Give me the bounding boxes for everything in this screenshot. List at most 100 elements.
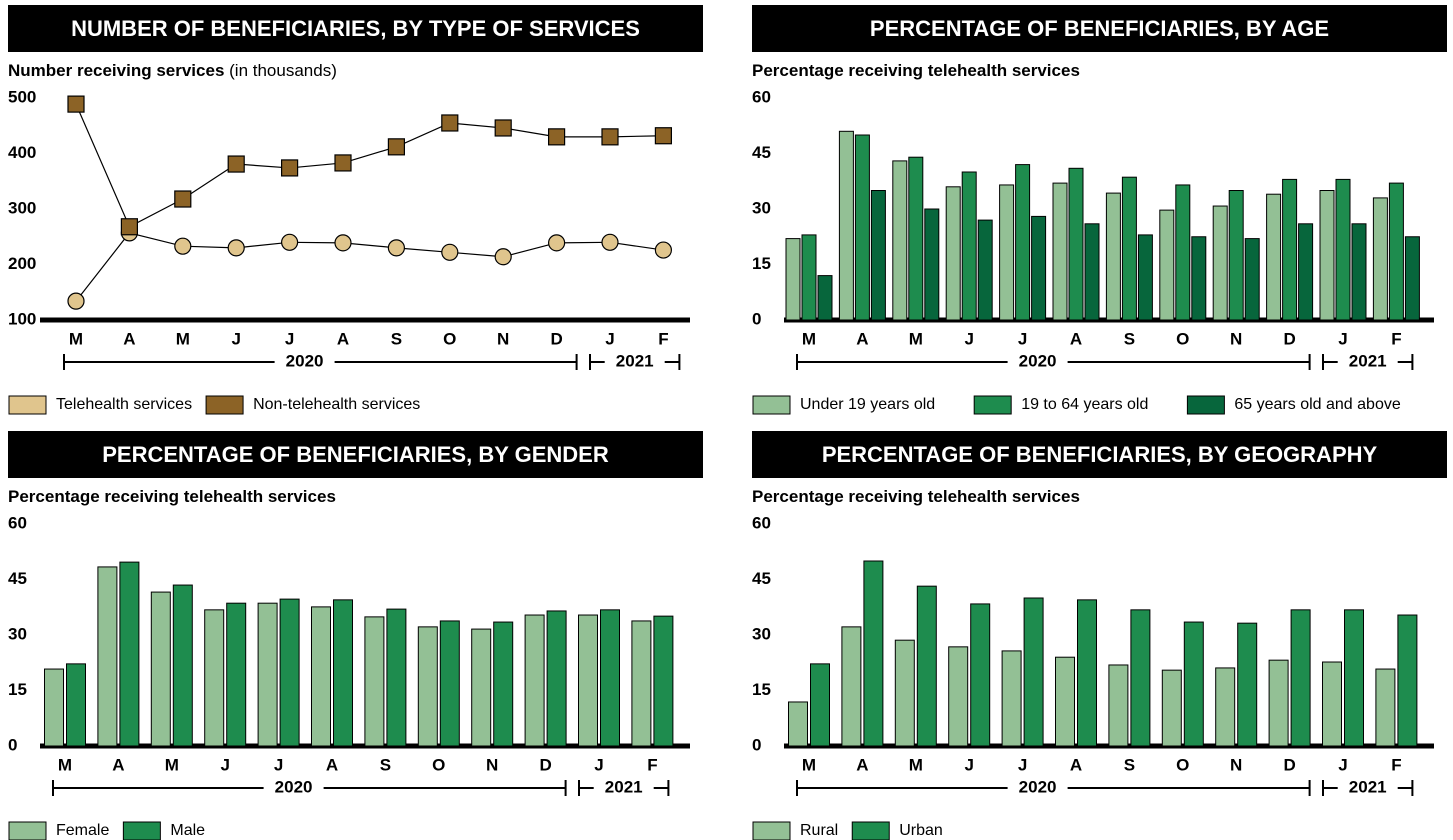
bar	[172, 584, 193, 747]
bar	[600, 609, 620, 747]
bar	[1215, 667, 1236, 747]
y-axis-label: Percentage receiving telehealth services	[8, 487, 336, 506]
year-label: 2020	[1019, 351, 1057, 370]
x-tick-label: J	[964, 329, 973, 348]
bar	[471, 628, 492, 747]
bar	[257, 602, 278, 747]
year-label-bg	[593, 778, 654, 798]
x-tick-label: J	[1338, 755, 1347, 774]
y-tick-label: 60	[752, 513, 771, 532]
bar	[311, 606, 331, 747]
bar	[1137, 234, 1153, 321]
bar	[1031, 215, 1047, 321]
x-tick-label: M	[176, 329, 190, 348]
bar	[1052, 182, 1068, 321]
year-label-bg	[1007, 352, 1068, 372]
x-tick-label: J	[964, 755, 973, 774]
bar	[66, 663, 86, 747]
x-tick-label: F	[647, 755, 657, 774]
year-label: 2021	[605, 777, 643, 796]
x-tick-label: N	[486, 755, 498, 774]
x-tick-label: J	[1018, 755, 1027, 774]
year-label: 2021	[1349, 351, 1387, 370]
bar	[838, 130, 854, 321]
y-tick-label: 30	[752, 624, 771, 643]
title-bar	[752, 5, 1447, 52]
year-label-bg	[1007, 778, 1068, 798]
bar	[1282, 178, 1298, 321]
point	[120, 218, 139, 236]
chart-title: PERCENTAGE OF BENEFICIARIES, BY AGE	[870, 16, 1329, 41]
x-tick-label: M	[58, 755, 72, 774]
bar	[1077, 599, 1097, 747]
point	[441, 243, 459, 261]
x-tick-label: O	[1176, 329, 1189, 348]
bar	[1319, 190, 1335, 321]
x-tick-label: J	[231, 329, 240, 348]
bar	[1001, 650, 1022, 747]
legend-swatch	[8, 395, 47, 415]
legend-label: Urban	[899, 822, 943, 839]
x-tick-label: J	[605, 329, 614, 348]
bar	[1159, 209, 1175, 321]
point	[227, 155, 245, 173]
bar	[1397, 614, 1418, 747]
bar	[894, 639, 915, 747]
y-tick-label: 0	[752, 309, 761, 328]
y-axis-label-main: Percentage receiving telehealth services	[8, 487, 336, 506]
x-tick-label: S	[391, 329, 402, 348]
x-tick-label: D	[550, 329, 562, 348]
x-tick-label: M	[802, 329, 816, 348]
bar	[119, 561, 140, 747]
point	[601, 128, 619, 146]
title-bar	[8, 5, 703, 52]
year-label-bg	[263, 778, 324, 798]
bar	[1023, 597, 1044, 747]
bar	[870, 190, 886, 321]
x-tick-label: O	[432, 755, 445, 774]
bar	[854, 134, 870, 321]
bar	[908, 156, 924, 321]
year-label: 2021	[616, 351, 654, 370]
point	[601, 233, 619, 251]
year-label-bg	[274, 352, 335, 372]
x-tick-label: A	[326, 755, 338, 774]
y-axis-label-main: Percentage receiving telehealth services	[752, 487, 1080, 506]
y-tick-label: 0	[8, 735, 17, 754]
bar	[1212, 205, 1228, 321]
legend-label: 19 to 64 years old	[1021, 396, 1148, 413]
y-axis-label-main: Percentage receiving telehealth services	[752, 61, 1080, 80]
bar	[1228, 190, 1244, 321]
point	[67, 292, 85, 310]
chart-title: PERCENTAGE OF BENEFICIARIES, BY GENDER	[102, 442, 609, 467]
y-tick-label: 15	[8, 680, 27, 699]
bar	[1322, 661, 1342, 747]
bar	[1161, 669, 1182, 747]
x-tick-label: S	[380, 755, 391, 774]
y-tick-label: 60	[752, 87, 771, 106]
y-axis-label-unit: (in thousands)	[229, 61, 337, 80]
title-bar	[752, 431, 1447, 478]
bar	[961, 171, 977, 321]
bar	[653, 615, 674, 747]
year-label: 2020	[275, 777, 313, 796]
x-tick-label: A	[856, 329, 868, 348]
bar	[1068, 167, 1084, 321]
point	[654, 127, 673, 145]
legend-swatch	[122, 821, 161, 840]
y-tick-label: 30	[752, 198, 771, 217]
legend-label: Rural	[800, 822, 838, 839]
y-axis-label: Percentage receiving telehealth services	[752, 487, 1080, 506]
bar	[1130, 609, 1151, 747]
x-tick-label: D	[1283, 329, 1295, 348]
bar	[945, 186, 961, 321]
y-tick-label: 60	[8, 513, 27, 532]
y-tick-label: 45	[752, 569, 771, 588]
bar	[1105, 192, 1121, 321]
bar	[977, 219, 993, 321]
bar	[1266, 193, 1282, 321]
chart-title: PERCENTAGE OF BENEFICIARIES, BY GEOGRAPH…	[822, 442, 1378, 467]
bar	[1298, 223, 1314, 321]
point	[174, 190, 192, 208]
